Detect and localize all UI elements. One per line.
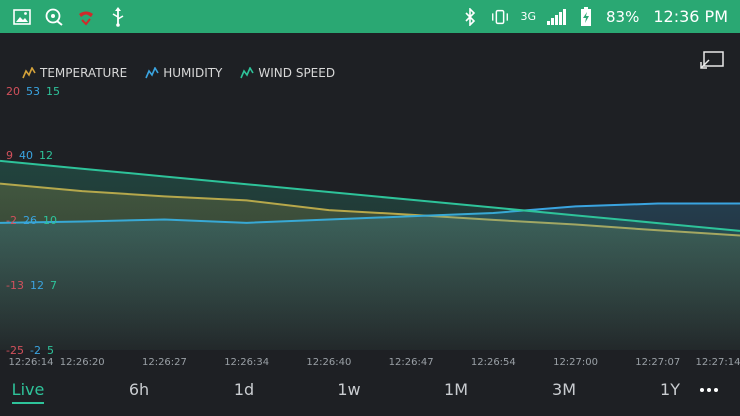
range-1d[interactable]: 1d: [233, 380, 255, 399]
more-horizontal-icon[interactable]: [700, 382, 724, 398]
time-range-selector: Live 6h 1d 1w 1M 3M 1Y: [0, 372, 740, 410]
x-tick-label: 12:26:40: [306, 357, 352, 368]
y-tick-temperature: -25: [6, 344, 24, 357]
y-tick-humidity: 53: [26, 85, 40, 98]
active-range-indicator: [12, 402, 44, 404]
clock: 12:36 PM: [653, 7, 728, 26]
x-tick-label: 12:26:34: [224, 357, 270, 368]
x-axis: 12:26:14 12:26:20 12:26:27 12:26:34 12:26:40…: [0, 357, 740, 371]
battery-percent: 83%: [606, 7, 640, 26]
y-tick-temperature: -13: [6, 279, 24, 292]
y-tick-wind-speed: 12: [39, 149, 53, 162]
x-tick-label: 12:26:54: [470, 357, 516, 368]
y-tick-humidity: 12: [29, 279, 44, 292]
legend-label-humidity: HUMIDITY: [163, 66, 223, 80]
legend-label-temperature: TEMPERATURE: [40, 66, 128, 80]
range-6h[interactable]: 6h: [128, 380, 150, 399]
status-bar: 3G 83% 12:36 PM: [0, 0, 740, 33]
y-tick-wind-speed: 10: [42, 214, 57, 227]
y-axis-row-3: -13 12 7: [6, 279, 57, 292]
x-tick-label: 12:26:27: [141, 357, 187, 368]
legend-item-humidity[interactable]: HUMIDITY: [145, 66, 222, 80]
y-tick-humidity: 40: [19, 149, 33, 162]
status-left-icons: [0, 6, 128, 27]
y-tick-humidity: 26: [22, 214, 37, 227]
y-axis-row-0: 20 53 15: [6, 85, 60, 98]
series-line-temperature: [0, 182, 740, 237]
y-axis-row-2: -2 26 10: [6, 214, 57, 227]
battery-icon: [576, 6, 596, 27]
x-tick-label: 12:26:20: [59, 357, 105, 368]
y-tick-wind-speed: 5: [46, 344, 54, 357]
signal-icon: [546, 7, 566, 27]
series-line-humidity: [0, 202, 740, 224]
legend-wind-speed-icon: [240, 67, 255, 79]
y-tick-temperature: 20: [6, 85, 20, 98]
legend-item-wind-speed[interactable]: WIND SPEED: [240, 66, 335, 80]
chat-search-icon: [44, 7, 64, 27]
y-tick-wind-speed: 15: [46, 85, 60, 98]
y-tick-temperature: -2: [6, 214, 17, 227]
legend-humidity-icon: [145, 67, 159, 79]
range-3m[interactable]: 3M: [552, 380, 576, 399]
legend-label-wind-speed: WIND SPEED: [258, 66, 336, 80]
range-1y[interactable]: 1Y: [660, 380, 680, 399]
x-tick-label: 12:27:07: [635, 357, 681, 368]
x-tick-label: 12:26:14: [8, 357, 54, 368]
series-line-wind-speed: [0, 159, 740, 232]
bluetooth-icon: [460, 7, 480, 27]
missed-call-icon: [76, 7, 96, 27]
status-right-icons: 3G 83% 12:36 PM: [460, 6, 740, 27]
vibrate-icon: [490, 7, 510, 27]
range-live[interactable]: Live: [11, 380, 45, 399]
legend-temperature-icon: [22, 67, 36, 79]
image-icon: [12, 7, 32, 27]
network-3g-icon: 3G: [520, 10, 536, 23]
chart-legend: TEMPERATURE HUMIDITY WIND SPEED: [22, 66, 335, 80]
x-tick-label: 12:27:00: [553, 357, 599, 368]
range-1w[interactable]: 1w: [337, 380, 361, 399]
legend-item-temperature[interactable]: TEMPERATURE: [22, 66, 127, 80]
y-axis-row-1: 9 40 12: [6, 149, 53, 162]
series-area-wind-speed: [0, 160, 740, 350]
fullscreen-icon[interactable]: [700, 51, 724, 69]
series-area-humidity: [0, 203, 740, 350]
series-area-temperature: [0, 183, 740, 350]
range-1m[interactable]: 1M: [444, 380, 468, 399]
y-tick-temperature: 9: [6, 149, 13, 162]
y-axis-row-4: -25 -2 5: [6, 344, 54, 357]
x-tick-label: 12:27:14: [695, 357, 740, 368]
x-tick-label: 12:26:47: [388, 357, 434, 368]
y-tick-humidity: -2: [29, 344, 41, 357]
usb-icon: [108, 6, 128, 27]
y-tick-wind-speed: 7: [49, 279, 57, 292]
